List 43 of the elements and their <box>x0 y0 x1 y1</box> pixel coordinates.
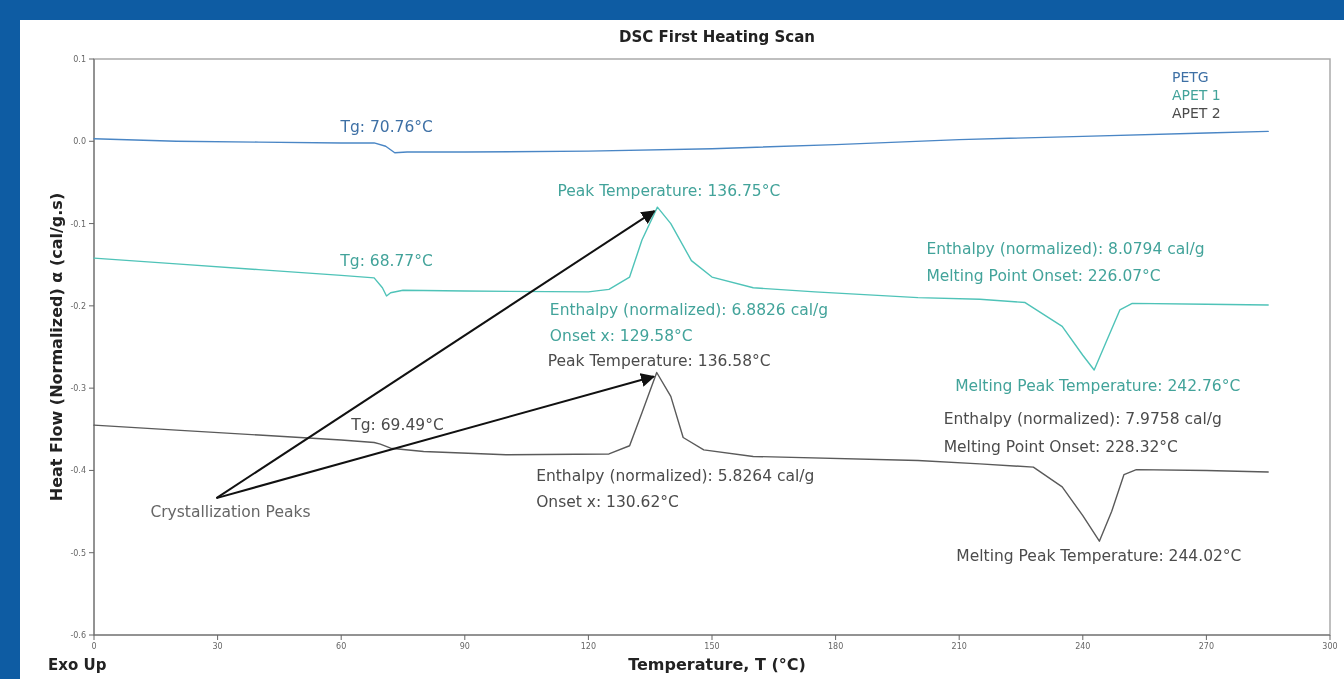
y-tick-label: -0.3 <box>70 384 86 394</box>
annotation: Tg: 68.77°C <box>339 252 433 271</box>
annotation: Onset x: 129.58°C <box>549 326 693 345</box>
annotation: Enthalpy (normalized): 8.0794 cal/g <box>926 239 1205 258</box>
x-tick-label: 180 <box>827 642 844 651</box>
y-tick-label: -0.4 <box>70 466 86 476</box>
x-axis-title: Temperature, T (°C) <box>628 655 806 674</box>
annotation: Melting Peak Temperature: 242.76°C <box>955 377 1241 396</box>
line-series <box>93 206 1269 371</box>
annotation: Enthalpy (normalized): 5.8264 cal/g <box>536 467 815 486</box>
x-tick-label: 150 <box>704 642 720 651</box>
x-tick-label: 300 <box>1322 642 1338 651</box>
text: APET 2 <box>1172 105 1221 121</box>
text: PETG <box>1172 69 1209 85</box>
x-tick-label: 60 <box>336 642 347 651</box>
y-tick-label: -0.6 <box>70 631 86 640</box>
annotation: Tg: 69.49°C <box>350 415 444 434</box>
annotation: Melting Point Onset: 228.32°C <box>943 438 1178 457</box>
x-tick-label: 210 <box>951 642 967 651</box>
annotation: Tg: 70.76°C <box>339 118 433 137</box>
annotation: Peak Temperature: 136.58°C <box>547 351 771 370</box>
annotation: Peak Temperature: 136.75°C <box>557 182 781 201</box>
x-tick-label: 240 <box>1075 642 1091 651</box>
x-tick-label: 270 <box>1198 642 1215 651</box>
y-tick-label: 0.1 <box>73 55 86 64</box>
x-tick-label: 30 <box>212 642 223 651</box>
y-tick-label: -0.2 <box>70 301 86 311</box>
y-tick-label: -0.5 <box>70 548 86 558</box>
x-tick-label: 0 <box>91 642 97 651</box>
x-tick-label: 120 <box>580 642 597 651</box>
y-tick-label: 0.0 <box>73 137 86 147</box>
annotation: Melting Peak Temperature: 244.02°C <box>956 547 1242 566</box>
annotation: Enthalpy (normalized): 6.8826 cal/g <box>549 300 829 319</box>
annotation: Enthalpy (normalized): 7.9758 cal/g <box>943 410 1222 429</box>
y-tick-label: -0.1 <box>70 219 86 229</box>
y-axis-title: Heat Flow (Normalized) α (cal/g.s) <box>47 192 66 502</box>
annotation: Melting Point Onset: 226.07°C <box>926 266 1161 285</box>
annotation: Crystallization Peaks <box>150 503 311 522</box>
x-tick-label: 90 <box>459 642 470 651</box>
text: Exo Up <box>48 656 107 674</box>
text: APET 1 <box>1172 87 1221 103</box>
chart-title: DSC First Heating Scan <box>619 28 815 46</box>
annotation: Onset x: 130.62°C <box>536 493 679 512</box>
